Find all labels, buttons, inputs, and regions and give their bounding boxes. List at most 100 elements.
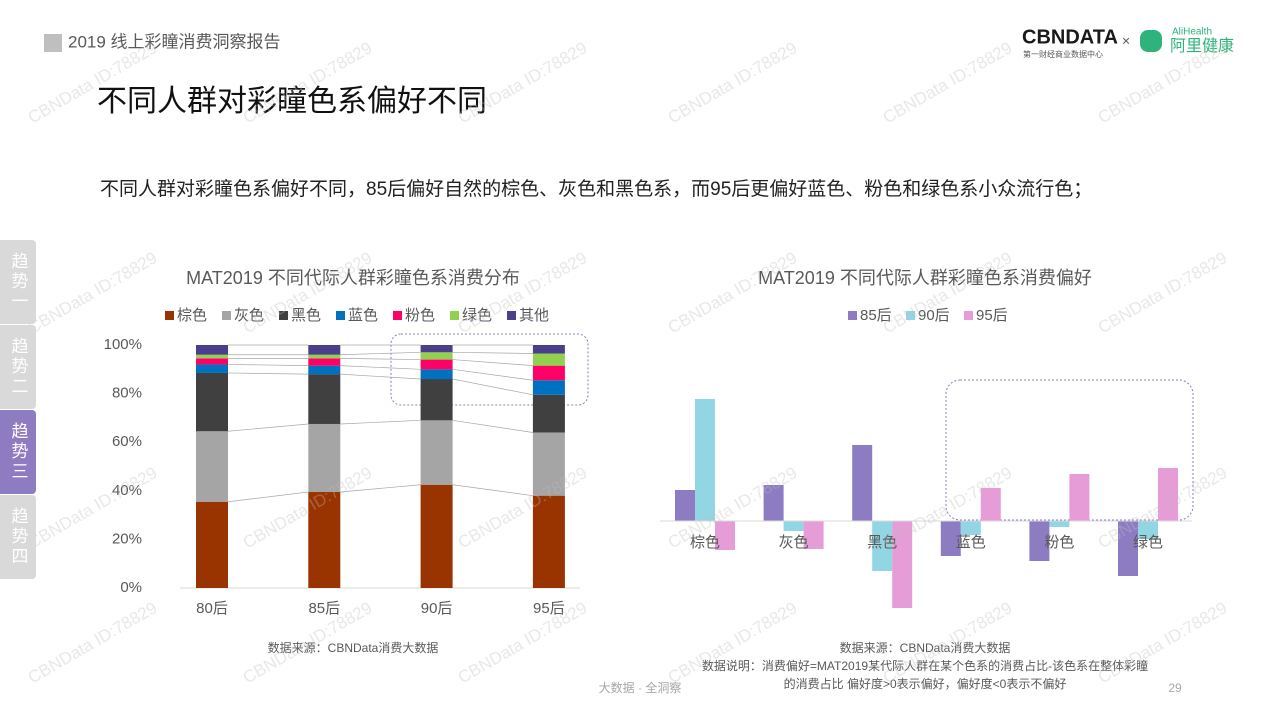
bar bbox=[1029, 521, 1050, 561]
description: 不同人群对彩瞳色系偏好不同，85后偏好自然的棕色、灰色和黑色系，而95后更偏好蓝… bbox=[100, 179, 1093, 200]
source: 数据来源：CBNData消费大数据 bbox=[840, 640, 1011, 655]
bar-segment bbox=[308, 345, 341, 355]
legend-swatch bbox=[507, 311, 516, 320]
connector-line bbox=[340, 351, 421, 356]
connector-line bbox=[227, 423, 309, 432]
bar-segment bbox=[308, 423, 341, 493]
x-tick-label: 80后 bbox=[196, 600, 228, 617]
bar-segment bbox=[196, 345, 228, 355]
watermark: CBNData ID:78829 bbox=[25, 598, 161, 687]
logo: CBNDATA bbox=[1022, 26, 1118, 48]
bar-segment bbox=[196, 358, 228, 365]
legend-label: 其他 bbox=[519, 307, 549, 324]
sidebar-tab[interactable]: 趋势二 bbox=[0, 325, 36, 409]
bar-segment bbox=[196, 364, 228, 373]
legend-label: 绿色 bbox=[462, 307, 492, 324]
note: 数据说明：消费偏好=MAT2019某代际人群在某个色系的消费占比-该色系在整体彩… bbox=[702, 658, 1148, 673]
bar-segment bbox=[308, 354, 341, 359]
legend-label: 蓝色 bbox=[348, 307, 378, 324]
x-tick-label: 蓝色 bbox=[956, 534, 986, 551]
watermark: CBNData ID:78829 bbox=[1095, 38, 1231, 127]
logo-sub: 第一财经商业数据中心 bbox=[1023, 49, 1103, 59]
legend-swatch bbox=[165, 311, 174, 320]
sidebar-tab[interactable]: 趋势三 bbox=[0, 410, 36, 494]
legend-label: 粉色 bbox=[405, 307, 435, 324]
header-square bbox=[44, 34, 62, 52]
watermark: CBNData ID:78829 bbox=[25, 248, 161, 337]
x-tick-label: 85后 bbox=[308, 600, 340, 617]
legend-label: 灰色 bbox=[234, 307, 264, 324]
legend-swatch bbox=[393, 311, 402, 320]
bar bbox=[675, 490, 695, 521]
bar bbox=[892, 521, 913, 608]
x-tick-label: 棕色 bbox=[690, 534, 720, 551]
bar bbox=[695, 399, 715, 521]
connector-line bbox=[452, 351, 533, 354]
bar-segment bbox=[196, 431, 228, 502]
note: 的消费占比 偏好度>0表示偏好，偏好度<0表示不偏好 bbox=[784, 676, 1067, 691]
watermark: CBNData ID:78829 bbox=[455, 463, 591, 552]
legend-swatch bbox=[964, 311, 973, 320]
watermark: CBNData ID:78829 bbox=[880, 38, 1016, 127]
logo2-cn: 阿里健康 bbox=[1170, 37, 1234, 55]
x-tick-label: 90后 bbox=[421, 600, 453, 617]
connector-line bbox=[452, 378, 533, 396]
bar bbox=[763, 485, 784, 521]
y-tick-label: 60% bbox=[112, 433, 142, 450]
connector-line bbox=[340, 419, 421, 425]
sidebar-tab[interactable]: 趋势四 bbox=[0, 495, 36, 579]
bar bbox=[852, 445, 873, 521]
legend-swatch bbox=[848, 311, 857, 320]
legend-label: 棕色 bbox=[177, 307, 207, 324]
bar bbox=[1138, 521, 1158, 539]
legend-swatch bbox=[279, 311, 288, 320]
slide-title: 不同人群对彩瞳色系偏好不同 bbox=[97, 85, 487, 118]
connector-line bbox=[227, 491, 309, 503]
connector-line bbox=[340, 365, 421, 370]
watermark: CBNData ID:78829 bbox=[1095, 248, 1231, 337]
report-title: 2019 线上彩瞳消费洞察报告 bbox=[68, 32, 281, 51]
connector-line bbox=[340, 373, 421, 380]
bar bbox=[960, 521, 981, 535]
watermark: CBNData ID:78829 bbox=[665, 598, 801, 687]
bar-segment bbox=[420, 352, 453, 360]
bar-segment bbox=[532, 345, 565, 354]
bar-segment bbox=[532, 495, 565, 588]
watermark: CBNData ID:78829 bbox=[665, 38, 801, 127]
legend-swatch bbox=[450, 311, 459, 320]
legend-swatch bbox=[906, 311, 915, 320]
legend-swatch bbox=[336, 311, 345, 320]
bar bbox=[872, 521, 893, 571]
bar bbox=[783, 521, 804, 531]
bar bbox=[1118, 521, 1138, 576]
bar bbox=[980, 488, 1001, 521]
bar-segment bbox=[420, 345, 453, 353]
y-tick-label: 100% bbox=[104, 336, 142, 353]
x-tick-label: 灰色 bbox=[779, 534, 809, 551]
connector-line bbox=[452, 484, 533, 497]
connector-line bbox=[227, 364, 309, 367]
bar bbox=[1049, 521, 1070, 527]
bar-segment bbox=[420, 484, 453, 588]
connector-line bbox=[340, 484, 421, 493]
bar-segment bbox=[196, 354, 228, 359]
y-tick-label: 80% bbox=[112, 385, 142, 402]
chart-title: MAT2019 不同代际人群彩瞳色系消费偏好 bbox=[758, 268, 1092, 288]
sidebar-tab[interactable]: 趋势一 bbox=[0, 240, 36, 324]
x-tick-label: 黑色 bbox=[867, 534, 897, 551]
watermark: CBNData ID:78829 bbox=[665, 248, 801, 337]
tagline: 大数据 · 全洞察 bbox=[599, 680, 682, 695]
highlight-box bbox=[390, 333, 589, 406]
bar-segment bbox=[420, 379, 453, 421]
x-tick-label: 95后 bbox=[533, 600, 565, 617]
bar-segment bbox=[420, 420, 453, 485]
bar-segment bbox=[308, 358, 341, 366]
bar-segment bbox=[308, 492, 341, 588]
watermark: CBNData ID:78829 bbox=[455, 598, 591, 687]
connector-line bbox=[452, 368, 533, 381]
bar bbox=[940, 521, 961, 556]
bar bbox=[1158, 468, 1178, 521]
chart-title: MAT2019 不同代际人群彩瞳色系消费分布 bbox=[186, 268, 520, 288]
